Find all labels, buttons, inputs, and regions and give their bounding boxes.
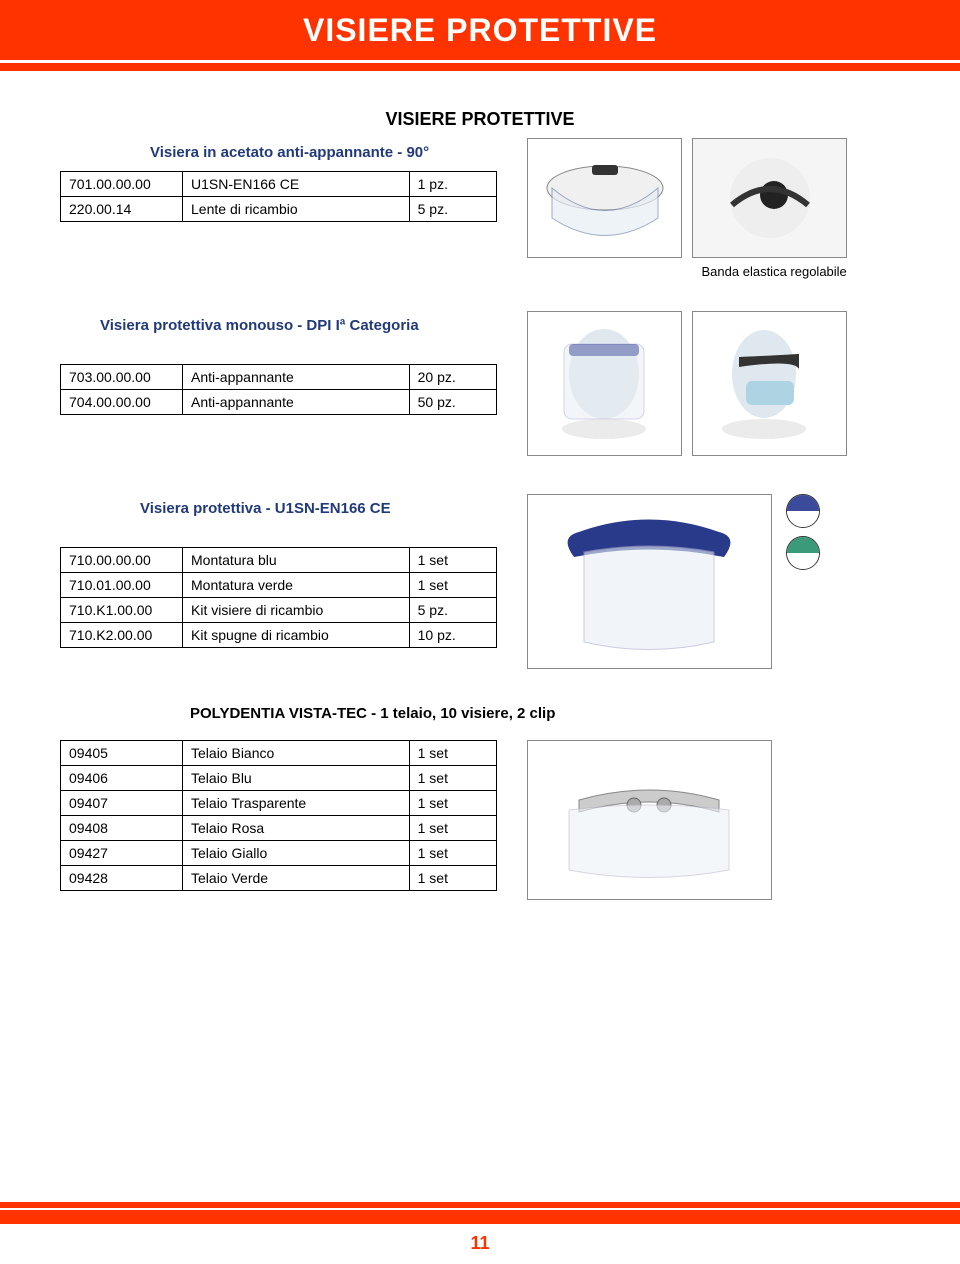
code-cell: 09405: [61, 741, 183, 766]
qty-cell: 1 set: [409, 573, 496, 598]
qty-cell: 1 set: [409, 741, 496, 766]
page-title: VISIERE PROTETTIVE: [303, 12, 657, 49]
qty-cell: 50 pz.: [409, 390, 496, 415]
qty-cell: 1 set: [409, 841, 496, 866]
product-image-vistatec: [527, 740, 772, 900]
section3-table: 710.00.00.00Montatura blu1 set 710.01.00…: [60, 547, 497, 648]
section2-subtitle: Visiera protettiva monouso - DPI Iª Cate…: [100, 317, 497, 334]
qty-cell: 20 pz.: [409, 365, 496, 390]
color-swatches: [786, 494, 820, 578]
footer-bar-thin: [0, 1202, 960, 1208]
desc-cell: Telaio Rosa: [183, 816, 410, 841]
desc-cell: Anti-appannante: [183, 390, 410, 415]
qty-cell: 1 set: [409, 548, 496, 573]
page-header: VISIERE PROTETTIVE: [0, 0, 960, 60]
code-cell: 09406: [61, 766, 183, 791]
qty-cell: 5 pz.: [409, 598, 496, 623]
section1-caption: Banda elastica regolabile: [527, 264, 847, 279]
qty-cell: 10 pz.: [409, 623, 496, 648]
section4-table: 09405Telaio Bianco1 set 09406Telaio Blu1…: [60, 740, 497, 891]
qty-cell: 1 set: [409, 866, 496, 891]
footer-bar-thick: [0, 1210, 960, 1224]
desc-cell: Anti-appannante: [183, 365, 410, 390]
content-area: VISIERE PROTETTIVE Visiera in acetato an…: [0, 71, 960, 900]
product-image-u1sn: [527, 494, 772, 669]
desc-cell: U1SN-EN166 CE: [183, 172, 410, 197]
desc-cell: Telaio Trasparente: [183, 791, 410, 816]
accent-bar-1: [0, 63, 960, 71]
section4-subtitle: POLYDENTIA VISTA-TEC - 1 telaio, 10 visi…: [190, 705, 900, 722]
table-row: 09428Telaio Verde1 set: [61, 866, 497, 891]
code-cell: 703.00.00.00: [61, 365, 183, 390]
section2-table: 703.00.00.00Anti-appannante20 pz. 704.00…: [60, 364, 497, 415]
code-cell: 09427: [61, 841, 183, 866]
desc-cell: Montatura verde: [183, 573, 410, 598]
swatch-top: [787, 495, 819, 511]
swatch-bot: [787, 553, 819, 569]
table-row: 220.00.14Lente di ricambio5 pz.: [61, 197, 497, 222]
table-row: 701.00.00.00U1SN-EN166 CE1 pz.: [61, 172, 497, 197]
code-cell: 710.00.00.00: [61, 548, 183, 573]
qty-cell: 1 pz.: [409, 172, 496, 197]
swatch-green: [786, 536, 820, 570]
table-row: 09427Telaio Giallo1 set: [61, 841, 497, 866]
qty-cell: 1 set: [409, 766, 496, 791]
table-row: 09405Telaio Bianco1 set: [61, 741, 497, 766]
code-cell: 09428: [61, 866, 183, 891]
qty-cell: 1 set: [409, 816, 496, 841]
page-number: 11: [0, 1233, 960, 1254]
table-row: 703.00.00.00Anti-appannante20 pz.: [61, 365, 497, 390]
swatch-bot: [787, 511, 819, 527]
desc-cell: Telaio Giallo: [183, 841, 410, 866]
desc-cell: Lente di ricambio: [183, 197, 410, 222]
desc-cell: Telaio Verde: [183, 866, 410, 891]
code-cell: 09407: [61, 791, 183, 816]
table-row: 09407Telaio Trasparente1 set: [61, 791, 497, 816]
table-row: 09408Telaio Rosa1 set: [61, 816, 497, 841]
table-row: 09406Telaio Blu1 set: [61, 766, 497, 791]
code-cell: 710.K1.00.00: [61, 598, 183, 623]
table-row: 710.00.00.00Montatura blu1 set: [61, 548, 497, 573]
product-image-visor90: [527, 138, 682, 258]
section3-subtitle: Visiera protettiva - U1SN-EN166 CE: [140, 500, 497, 517]
table-row: 710.01.00.00Montatura verde1 set: [61, 573, 497, 598]
code-cell: 09408: [61, 816, 183, 841]
qty-cell: 1 set: [409, 791, 496, 816]
desc-cell: Telaio Bianco: [183, 741, 410, 766]
desc-cell: Telaio Blu: [183, 766, 410, 791]
swatch-blue: [786, 494, 820, 528]
section1-table: 701.00.00.00U1SN-EN166 CE1 pz. 220.00.14…: [60, 171, 497, 222]
desc-cell: Kit spugne di ricambio: [183, 623, 410, 648]
table-row: 704.00.00.00Anti-appannante50 pz.: [61, 390, 497, 415]
qty-cell: 5 pz.: [409, 197, 496, 222]
product-image-band: [692, 138, 847, 258]
code-cell: 710.01.00.00: [61, 573, 183, 598]
footer-bars: [0, 1202, 960, 1224]
code-cell: 704.00.00.00: [61, 390, 183, 415]
desc-cell: Kit visiere di ricambio: [183, 598, 410, 623]
section1-title: VISIERE PROTETTIVE: [60, 109, 900, 130]
table-row: 710.K1.00.00Kit visiere di ricambio5 pz.: [61, 598, 497, 623]
swatch-top: [787, 537, 819, 553]
code-cell: 701.00.00.00: [61, 172, 183, 197]
section1-subtitle: Visiera in acetato anti-appannante - 90°: [150, 144, 497, 161]
code-cell: 710.K2.00.00: [61, 623, 183, 648]
table-row: 710.K2.00.00Kit spugne di ricambio10 pz.: [61, 623, 497, 648]
product-image-monouso-front: [527, 311, 682, 456]
product-image-monouso-side: [692, 311, 847, 456]
code-cell: 220.00.14: [61, 197, 183, 222]
desc-cell: Montatura blu: [183, 548, 410, 573]
